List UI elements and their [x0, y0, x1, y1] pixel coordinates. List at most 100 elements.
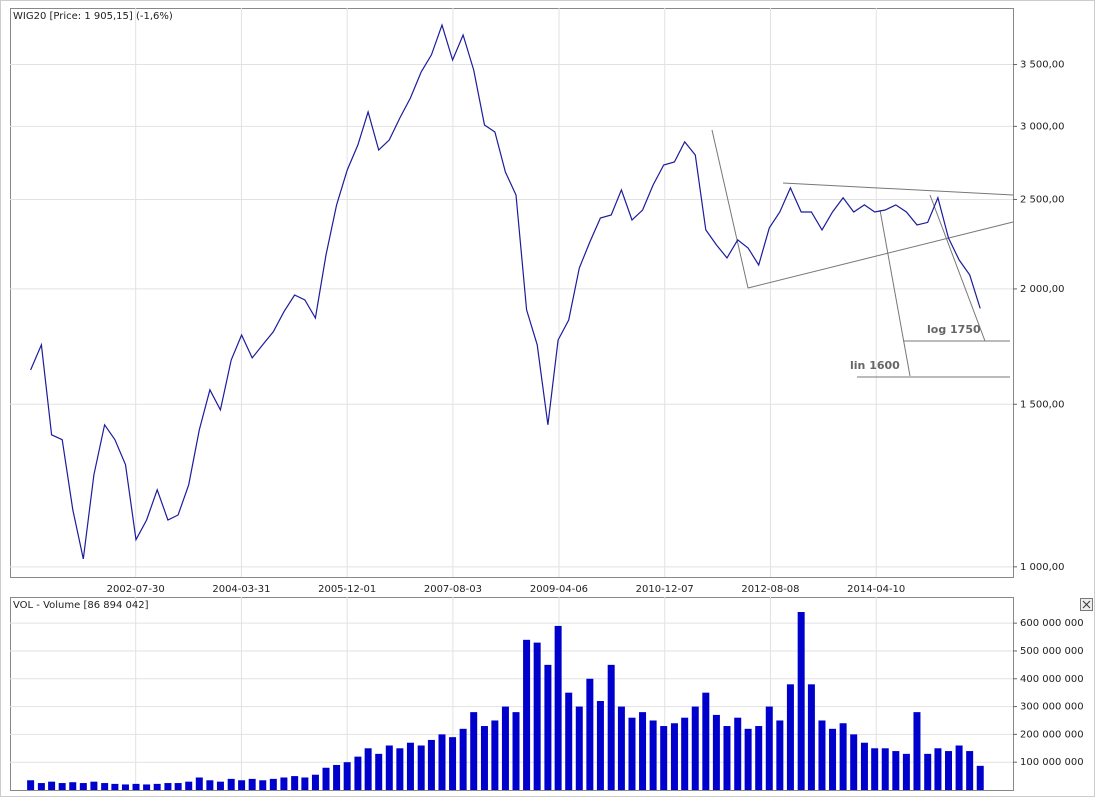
close-button[interactable]: [1080, 598, 1093, 611]
trend-line: [879, 209, 911, 377]
volume-bar: [375, 753, 383, 790]
volume-bar: [723, 726, 731, 790]
volume-bar: [385, 745, 393, 790]
volume-bar: [544, 664, 552, 790]
volume-bar: [291, 776, 299, 790]
volume-bar: [227, 778, 235, 790]
y-tick-label: 500 000 000: [1020, 646, 1084, 657]
volume-bar: [248, 778, 256, 790]
y-tick-label: 100 000 000: [1020, 757, 1084, 768]
volume-bar: [565, 692, 573, 790]
volume-bar: [90, 781, 98, 790]
price-panel: [10, 8, 1014, 578]
volume-bar: [839, 723, 847, 790]
volume-bar: [934, 748, 942, 790]
volume-bar: [449, 737, 457, 790]
grid-layer: [10, 8, 1013, 790]
x-tick-label: 2002-07-30: [107, 584, 165, 595]
volume-bar: [27, 780, 35, 790]
y-tick-label: 300 000 000: [1020, 702, 1084, 713]
y-tick-label: 200 000 000: [1020, 729, 1084, 740]
y-tick-label: 3 000,00: [1020, 121, 1065, 132]
y-tick-label: 1 000,00: [1020, 562, 1065, 573]
annotation: lin 1600: [850, 359, 900, 372]
panel-title: WIG20 [Price: 1 905,15] (-1,6%): [13, 11, 173, 22]
volume-bar: [966, 751, 974, 790]
volume-bar: [670, 723, 678, 790]
volume-bar: [797, 612, 805, 790]
volume-bar: [691, 706, 699, 790]
volume-bar: [734, 717, 742, 790]
y-tick-label: 3 500,00: [1020, 60, 1065, 71]
volume-bar: [79, 783, 87, 790]
x-tick-label: 2004-03-31: [212, 584, 270, 595]
volume-bar: [121, 784, 129, 790]
volume-bar: [48, 781, 56, 790]
volume-bar: [860, 742, 868, 790]
volume-bar: [438, 734, 446, 790]
x-tick-label: 2007-08-03: [424, 584, 482, 595]
volume-bar: [554, 625, 562, 790]
volume-bar: [892, 751, 900, 790]
volume-bar: [575, 706, 583, 790]
volume-bar: [512, 712, 520, 790]
volume-bar: [417, 745, 425, 790]
volume-bar: [111, 783, 119, 790]
volume-bar: [902, 753, 910, 790]
volume-bar: [924, 753, 932, 790]
volume-bar: [69, 782, 77, 790]
volume-bar: [311, 774, 319, 790]
volume-bar: [153, 783, 161, 790]
volume-bar: [976, 765, 984, 790]
volume-bar: [459, 728, 467, 790]
volume-bar: [586, 678, 594, 790]
volume-bar: [955, 745, 963, 790]
volume-bar: [871, 748, 879, 790]
volume-bar: [259, 780, 267, 790]
volume-bar: [829, 728, 837, 790]
volume-bar: [427, 739, 435, 790]
trend-line: [782, 182, 1014, 196]
volume-bar: [195, 777, 203, 790]
volume-bar: [143, 784, 151, 790]
volume-bar: [58, 783, 66, 790]
volume-bar: [533, 642, 541, 790]
volume-bar: [301, 777, 309, 790]
volume-bar: [406, 742, 414, 790]
volume-bar: [343, 762, 351, 790]
volume-bar: [501, 706, 509, 790]
volume-bar: [132, 783, 140, 790]
volume-bar: [322, 767, 330, 790]
volume-bar: [607, 664, 615, 790]
volume-bar: [280, 777, 288, 790]
y-tick-label: 2 500,00: [1020, 194, 1065, 205]
panel-title: VOL - Volume [86 894 042]: [13, 600, 149, 611]
volume-bar: [628, 717, 636, 790]
trend-lines: [711, 129, 1014, 378]
volume-bar: [480, 726, 488, 790]
price-line: [30, 23, 981, 560]
volume-bar: [776, 720, 784, 790]
volume-bar: [660, 726, 668, 790]
volume-bar: [755, 726, 763, 790]
volume-bar: [786, 684, 794, 790]
x-tick-label: 2009-04-06: [530, 584, 588, 595]
volume-bar: [913, 712, 921, 790]
x-tick-label: 2010-12-07: [636, 584, 694, 595]
volume-bar: [744, 728, 752, 790]
volume-bar: [523, 639, 531, 790]
close-x: [1082, 600, 1091, 609]
volume-bar: [702, 692, 710, 790]
x-tick-label: 2005-12-01: [318, 584, 376, 595]
y-tick-label: 1 500,00: [1020, 399, 1065, 410]
volume-bar: [807, 684, 815, 790]
volume-bar: [364, 748, 372, 790]
volume-bar: [945, 751, 953, 790]
annotation: log 1750: [927, 323, 981, 336]
volume-bar: [164, 783, 172, 790]
volume-bar: [850, 734, 858, 790]
x-tick-label: 2012-08-08: [741, 584, 799, 595]
trend-line: [929, 194, 986, 342]
volume-bar: [174, 783, 182, 790]
